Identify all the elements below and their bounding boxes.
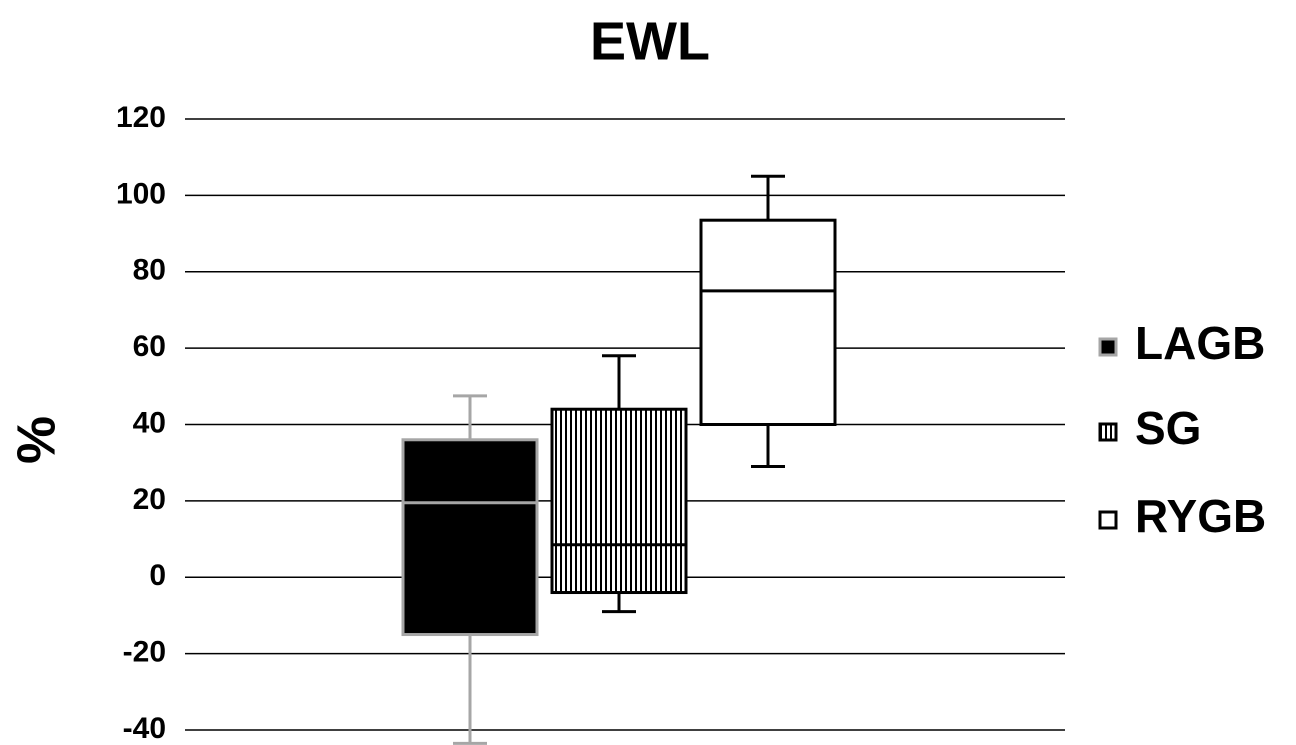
y-tick-label: 0: [149, 559, 166, 592]
y-axis-label: %: [6, 416, 66, 464]
y-tick-label: 100: [116, 177, 166, 210]
legend-label: LAGB: [1135, 317, 1265, 369]
box: [401, 438, 539, 637]
y-tick-label: 60: [133, 330, 166, 363]
box: [699, 218, 837, 426]
y-tick-label: -20: [123, 636, 166, 669]
y-tick-label: 120: [116, 101, 166, 134]
legend-marker: [1098, 510, 1118, 530]
legend-label: RYGB: [1135, 490, 1266, 542]
chart-title: EWL: [590, 11, 710, 71]
y-tick-label: 20: [133, 483, 166, 516]
legend-label: SG: [1135, 402, 1201, 454]
y-tick-label: 80: [133, 254, 166, 287]
y-tick-label: 40: [133, 406, 166, 439]
legend-marker: [1098, 422, 1118, 442]
legend-marker: [1098, 337, 1118, 357]
box: [550, 407, 688, 595]
y-tick-label: -40: [123, 712, 166, 745]
